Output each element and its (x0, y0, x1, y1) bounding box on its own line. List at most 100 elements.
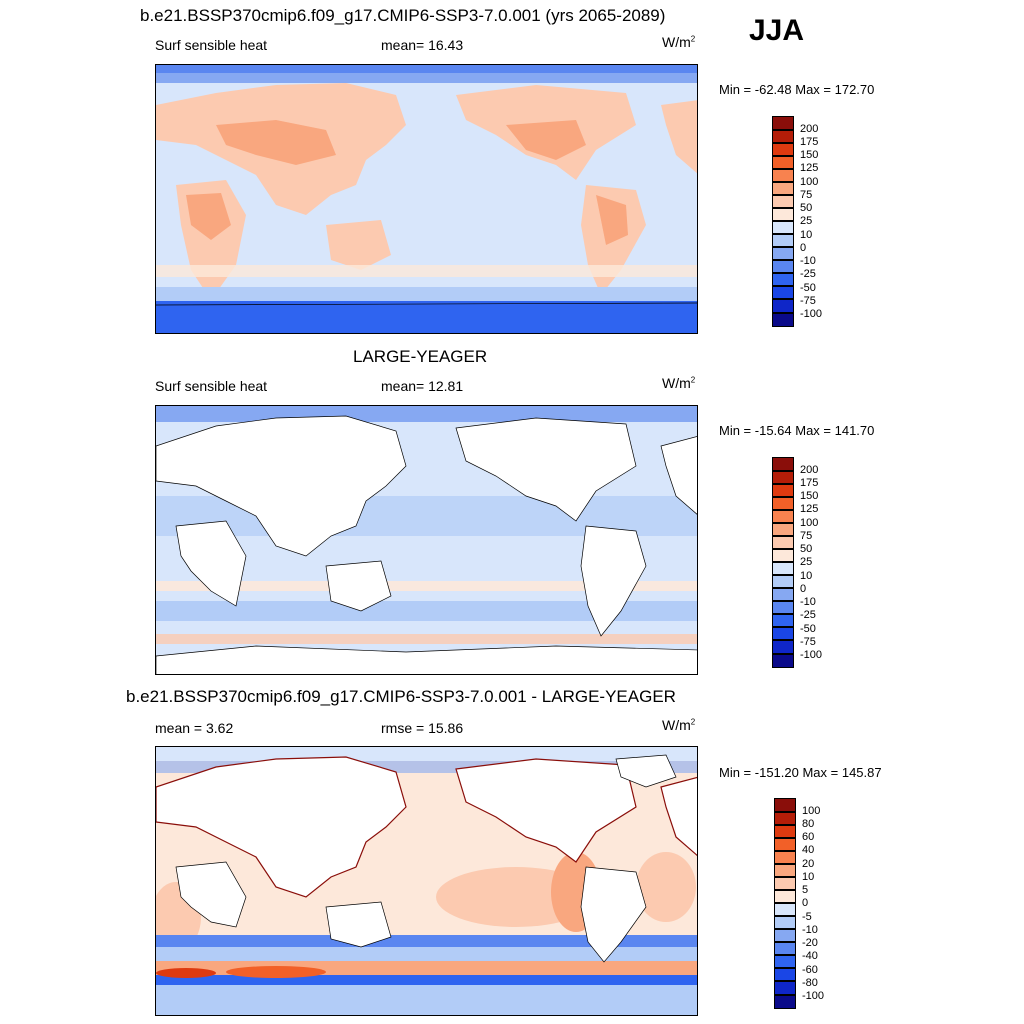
cbar1-swatch (772, 234, 794, 247)
cbar1-swatch (772, 195, 794, 208)
cbar3-swatch (774, 916, 796, 929)
cbar3-swatch (774, 995, 796, 1009)
cbar1-tick: 25 (800, 215, 813, 227)
cbar3-tick: -20 (802, 937, 818, 949)
panel3-mean-label: mean = 3.62 (155, 720, 234, 736)
cbar2-tick: -50 (800, 623, 816, 635)
cbar1-swatch (772, 116, 794, 130)
cbar1-swatch (772, 313, 794, 327)
cbar3-swatch (774, 877, 796, 890)
cbar2-swatch (772, 457, 794, 471)
panel3-map-svg (156, 747, 697, 1015)
cbar2-tick: -75 (800, 636, 816, 648)
cbar1-tick: -50 (800, 282, 816, 294)
cbar1-tick: 125 (800, 162, 819, 174)
cbar3-tick: -100 (802, 990, 825, 1002)
cbar2-swatch (772, 654, 794, 668)
cbar3-swatch (774, 825, 796, 838)
cbar3-swatch (774, 981, 796, 995)
cbar3-swatch (774, 890, 796, 903)
cbar1-tick: 175 (800, 136, 819, 148)
panel1-map (155, 64, 698, 334)
season-label: JJA (749, 14, 805, 47)
cbar1-swatch (772, 299, 794, 313)
panel2-units: W/m2 (662, 375, 696, 391)
cbar1-tick: -10 (800, 255, 816, 267)
cbar1-tick: 150 (800, 149, 819, 161)
cbar3-tick: 100 (802, 805, 821, 817)
cbar1-swatch (772, 221, 794, 234)
cbar2-tick: 125 (800, 503, 819, 515)
panel2-mean-label: mean= 12.81 (381, 378, 464, 394)
cbar2-swatch (772, 497, 794, 510)
panel3-map (155, 746, 698, 1016)
cbar2-swatch (772, 510, 794, 523)
cbar2-tick: 0 (800, 583, 807, 595)
cbar1-swatch (772, 247, 794, 260)
cbar2-swatch (772, 471, 794, 484)
cbar3-swatch (774, 903, 796, 916)
cbar2-tick: 175 (800, 477, 819, 489)
cbar3-tick: 80 (802, 818, 815, 830)
cbar3-tick: 10 (802, 871, 815, 883)
cbar3-swatch (774, 798, 796, 812)
cbar2-swatch (772, 536, 794, 549)
panel2-map (155, 405, 698, 675)
cbar2-tick: 100 (800, 517, 819, 529)
cbar3-tick: 60 (802, 831, 815, 843)
panel1-title: b.e21.BSSP370cmip6.f09_g17.CMIP6-SSP3-7.… (140, 6, 666, 25)
panel3-units: W/m2 (662, 717, 696, 733)
cbar2-swatch (772, 588, 794, 601)
panel3-minmax: Min = -151.20 Max = 145.87 (719, 765, 882, 780)
cbar2-swatch (772, 640, 794, 654)
cbar2-swatch (772, 601, 794, 614)
cbar3-swatch (774, 838, 796, 851)
panel3-title: b.e21.BSSP370cmip6.f09_g17.CMIP6-SSP3-7.… (126, 687, 676, 706)
cbar2-swatch (772, 549, 794, 562)
cbar2-swatch (772, 575, 794, 588)
cbar2-tick: -25 (800, 609, 816, 621)
cbar3-swatch (774, 942, 796, 955)
cbar3-swatch (774, 929, 796, 942)
cbar2-tick: 10 (800, 570, 813, 582)
cbar2-swatch (772, 562, 794, 575)
cbar1-tick: -25 (800, 268, 816, 280)
panel2-variable-label: Surf sensible heat (155, 378, 268, 394)
cbar1-tick: 0 (800, 242, 807, 254)
cbar1-tick: 50 (800, 202, 813, 214)
cbar3-tick: -10 (802, 924, 818, 936)
panel1-map-svg (156, 65, 697, 333)
cbar1-swatch (772, 169, 794, 182)
cbar1-swatch (772, 156, 794, 169)
cbar2-swatch (772, 614, 794, 627)
cbar2-tick: 75 (800, 530, 813, 542)
cbar1-swatch (772, 273, 794, 286)
cbar2-tick: -10 (800, 596, 816, 608)
cbar1-tick: -75 (800, 295, 816, 307)
cbar3-tick: -5 (802, 911, 812, 923)
cbar2-tick: 150 (800, 490, 819, 502)
cbar3-tick: -80 (802, 977, 818, 989)
cbar1-swatch (772, 286, 794, 299)
panel3-rmse-label: rmse = 15.86 (381, 720, 464, 736)
cbar2-swatch (772, 484, 794, 497)
cbar3-swatch (774, 812, 796, 825)
cbar1-swatch (772, 260, 794, 273)
cbar1-swatch (772, 130, 794, 143)
cbar3-tick: 0 (802, 897, 809, 909)
cbar3-tick: 40 (802, 844, 815, 856)
cbar1-tick: 200 (800, 123, 819, 135)
cbar3-swatch (774, 955, 796, 968)
cbar1-swatch (772, 182, 794, 195)
cbar1-tick: 75 (800, 189, 813, 201)
cbar2-tick: -100 (800, 649, 823, 661)
cbar1-tick: 100 (800, 176, 819, 188)
cbar2-swatch (772, 523, 794, 536)
panel1-units: W/m2 (662, 34, 696, 50)
cbar3-tick: 20 (802, 858, 815, 870)
cbar3-tick: 5 (802, 884, 809, 896)
panel1-mean-label: mean= 16.43 (381, 37, 464, 53)
cbar1-swatch (772, 143, 794, 156)
cbar3-tick: -40 (802, 950, 818, 962)
panel2-minmax: Min = -15.64 Max = 141.70 (719, 423, 875, 438)
